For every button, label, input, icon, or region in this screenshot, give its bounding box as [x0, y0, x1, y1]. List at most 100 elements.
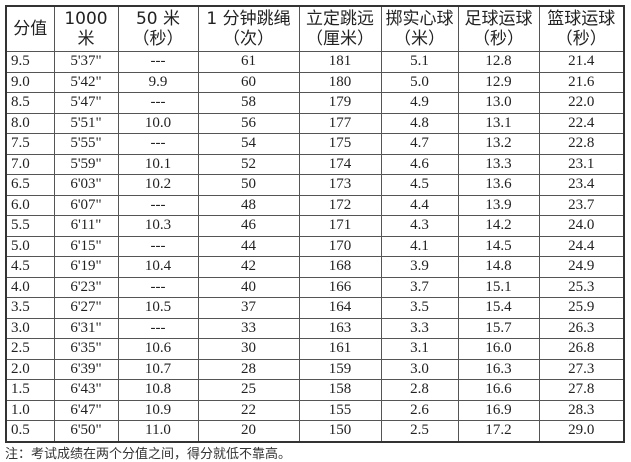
cell-basketball-dribble: 25.9 — [538, 297, 625, 319]
cell-1000m: 6'19" — [53, 256, 119, 278]
cell-football-dribble: 16.9 — [457, 399, 540, 421]
cell-football-dribble: 14.8 — [457, 256, 540, 278]
cell-shot-put: 3.1 — [380, 338, 459, 360]
table-row: 8.0 5'51" 10.0 56 177 4.8 13.1 22.4 — [5, 112, 625, 134]
header-basketball-dribble: 篮球运球 （秒） — [538, 5, 625, 52]
cell-rope-skip: 46 — [197, 215, 300, 237]
score-table: 分值 1000 米 50 米（秒） 1 分钟跳绳 （次） 立定跳远 （厘米） 掷实心球 （米）足… — [5, 5, 625, 443]
cell-score: 3.0 — [5, 317, 55, 339]
cell-rope-skip: 42 — [197, 256, 300, 278]
cell-50m: --- — [117, 235, 199, 257]
cell-rope-skip: 48 — [197, 194, 300, 216]
cell-standing-jump: 161 — [298, 338, 382, 360]
cell-1000m: 6'39" — [53, 358, 119, 380]
cell-standing-jump: 174 — [298, 153, 382, 175]
cell-standing-jump: 166 — [298, 276, 382, 298]
cell-standing-jump: 172 — [298, 194, 382, 216]
cell-standing-jump: 170 — [298, 235, 382, 257]
cell-basketball-dribble: 27.3 — [538, 358, 625, 380]
cell-50m: 10.1 — [117, 153, 199, 175]
cell-50m: --- — [117, 276, 199, 298]
cell-50m: --- — [117, 92, 199, 114]
cell-football-dribble: 13.2 — [457, 133, 540, 155]
cell-standing-jump: 171 — [298, 215, 382, 237]
cell-standing-jump: 168 — [298, 256, 382, 278]
header-football-dribble: 足球运球 （秒） — [457, 5, 540, 52]
cell-score: 6.5 — [5, 174, 55, 196]
header-50m-unit: （秒） — [132, 29, 184, 49]
cell-score: 0.5 — [5, 420, 55, 442]
cell-shot-put: 3.0 — [380, 358, 459, 380]
table-row: 6.0 6'07" --- 48 172 4.4 13.9 23.7 — [5, 194, 625, 216]
cell-score: 2.5 — [5, 338, 55, 360]
cell-50m: --- — [117, 133, 199, 155]
cell-shot-put: 4.5 — [380, 174, 459, 196]
cell-standing-jump: 173 — [298, 174, 382, 196]
cell-score: 7.5 — [5, 133, 55, 155]
header-football-dribble-unit: （秒） — [473, 29, 524, 49]
cell-1000m: 5'42" — [53, 71, 119, 93]
table-row: 1.0 6'47" 10.9 22 155 2.6 16.9 28.3 — [5, 399, 625, 421]
cell-50m: 10.6 — [117, 338, 199, 360]
cell-basketball-dribble: 22.0 — [538, 92, 625, 114]
cell-standing-jump: 181 — [298, 51, 382, 73]
header-standing-jump-label: 立定跳远 — [306, 9, 374, 29]
cell-shot-put: 4.1 — [380, 235, 459, 257]
header-shot-put: 掷实心球 （米） — [380, 5, 459, 52]
cell-1000m: 5'59" — [53, 153, 119, 175]
cell-basketball-dribble: 23.7 — [538, 194, 625, 216]
cell-rope-skip: 40 — [197, 276, 300, 298]
cell-1000m: 5'37" — [53, 51, 119, 73]
cell-shot-put: 2.5 — [380, 420, 459, 442]
cell-standing-jump: 175 — [298, 133, 382, 155]
cell-standing-jump: 164 — [298, 297, 382, 319]
header-rope-skip-label: 1 分钟跳绳 — [206, 9, 291, 29]
table-row: 3.0 6'31" --- 33 163 3.3 15.7 26.3 — [5, 317, 625, 339]
cell-football-dribble: 15.1 — [457, 276, 540, 298]
cell-shot-put: 3.5 — [380, 297, 459, 319]
cell-standing-jump: 180 — [298, 71, 382, 93]
header-50m: 50 米（秒） — [117, 5, 199, 52]
cell-1000m: 5'51" — [53, 112, 119, 134]
cell-rope-skip: 44 — [197, 235, 300, 257]
cell-rope-skip: 22 — [197, 399, 300, 421]
header-standing-jump-unit: （厘米） — [306, 29, 374, 49]
table-row: 4.5 6'19" 10.4 42 168 3.9 14.8 24.9 — [5, 256, 625, 278]
cell-1000m: 6'43" — [53, 379, 119, 401]
cell-basketball-dribble: 29.0 — [538, 420, 625, 442]
table-row: 3.5 6'27" 10.5 37 164 3.5 15.4 25.9 — [5, 297, 625, 319]
cell-1000m: 5'55" — [53, 133, 119, 155]
cell-football-dribble: 16.0 — [457, 338, 540, 360]
cell-basketball-dribble: 26.8 — [538, 338, 625, 360]
cell-football-dribble: 17.2 — [457, 420, 540, 442]
cell-football-dribble: 13.1 — [457, 112, 540, 134]
cell-score: 8.0 — [5, 112, 55, 134]
cell-50m: 10.3 — [117, 215, 199, 237]
cell-1000m: 6'27" — [53, 297, 119, 319]
header-rope-skip: 1 分钟跳绳 （次） — [197, 5, 300, 52]
cell-1000m: 6'07" — [53, 194, 119, 216]
cell-score: 1.0 — [5, 399, 55, 421]
cell-basketball-dribble: 26.3 — [538, 317, 625, 339]
cell-shot-put: 5.0 — [380, 71, 459, 93]
cell-50m: --- — [117, 317, 199, 339]
cell-basketball-dribble: 23.4 — [538, 174, 625, 196]
cell-50m: --- — [117, 51, 199, 73]
header-basketball-dribble-unit: （秒） — [555, 29, 607, 49]
cell-football-dribble: 14.5 — [457, 235, 540, 257]
cell-standing-jump: 158 — [298, 379, 382, 401]
cell-shot-put: 4.7 — [380, 133, 459, 155]
cell-football-dribble: 16.3 — [457, 358, 540, 380]
cell-1000m: 5'47" — [53, 92, 119, 114]
cell-football-dribble: 13.9 — [457, 194, 540, 216]
table-row: 7.0 5'59" 10.1 52 174 4.6 13.3 23.1 — [5, 153, 625, 175]
cell-basketball-dribble: 21.4 — [538, 51, 625, 73]
cell-basketball-dribble: 25.3 — [538, 276, 625, 298]
cell-shot-put: 4.3 — [380, 215, 459, 237]
cell-rope-skip: 56 — [197, 112, 300, 134]
cell-shot-put: 3.9 — [380, 256, 459, 278]
cell-50m: 10.9 — [117, 399, 199, 421]
cell-1000m: 6'15" — [53, 235, 119, 257]
cell-score: 9.5 — [5, 51, 55, 73]
table-row: 1.5 6'43" 10.8 25 158 2.8 16.6 27.8 — [5, 379, 625, 401]
